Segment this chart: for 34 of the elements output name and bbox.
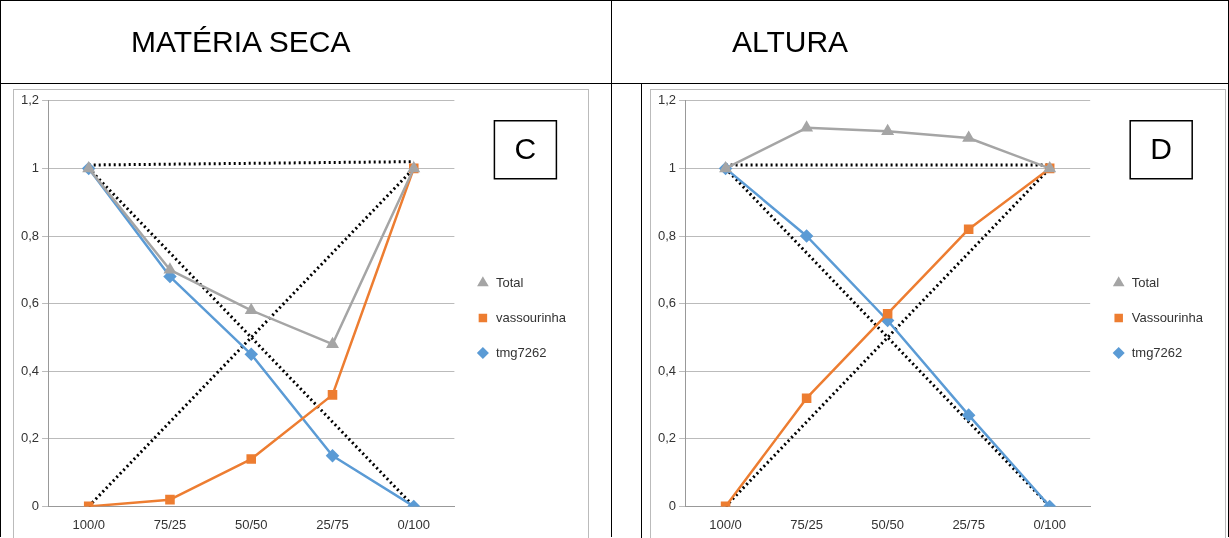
legend-label: Total [495,274,524,290]
y-tick-label: 0,8 [20,227,40,243]
text: D [1150,132,1173,166]
x-tick-label: 0/100 [1033,516,1066,532]
text: C [514,132,537,166]
y-tick-label: 1,2 [20,92,40,108]
y-tick-label: 0,8 [657,227,677,243]
chart-title: ALTURA [612,1,1229,84]
x-tick-label: 100/0 [709,516,742,532]
y-tick-label: 0,2 [657,430,677,446]
legend-label: tmg7262 [495,344,547,360]
y-tick-label: 0,4 [20,362,40,378]
legend-label: tmg7262 [1131,344,1183,360]
y-tick-label: 0,2 [20,430,40,446]
y-tick-label: 0,4 [657,362,677,378]
x-tick-label: 0/100 [397,516,431,532]
x-tick-label: 75/25 [153,516,187,532]
legend-label: Total [1131,274,1160,290]
x-tick-label: 75/25 [790,516,823,532]
y-tick-label: 1 [668,159,677,175]
y-tick-label: 1 [31,159,40,175]
y-tick-label: 0 [31,497,40,513]
legend-label: vassourinha [495,309,567,325]
x-tick-label: 100/0 [72,516,105,532]
y-tick-label: 0 [668,497,677,513]
legend-label: Vassourinha [1131,309,1204,325]
y-tick-label: 0,6 [20,295,40,311]
x-tick-label: 50/50 [871,516,904,532]
y-tick-label: 0,6 [657,295,677,311]
x-tick-label: 50/50 [234,516,268,532]
x-tick-label: 25/75 [316,516,349,532]
x-tick-label: 25/75 [952,516,985,532]
chart-title: MATÉRIA SECA [1,1,611,84]
y-tick-label: 1,2 [657,92,677,108]
